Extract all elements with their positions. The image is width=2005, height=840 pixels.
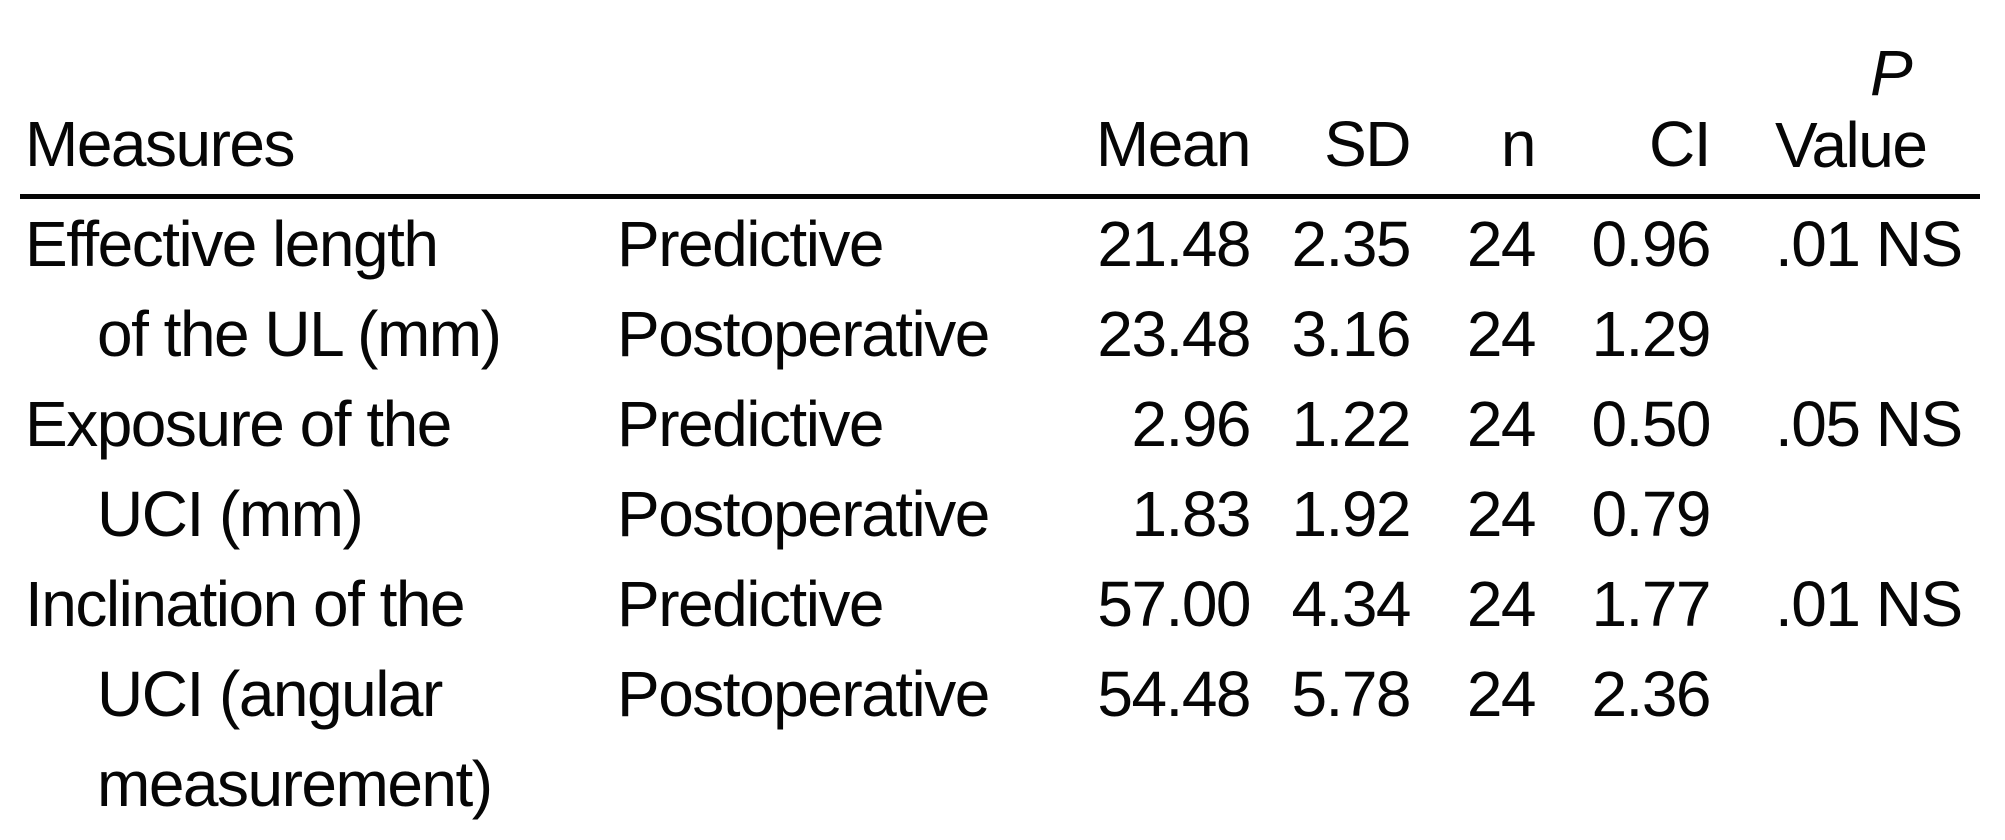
- p-value-cell: .05 NS: [1775, 388, 1963, 460]
- table-row: Effective length Predictive 21.48 2.35 2…: [20, 197, 1980, 290]
- phase-cell: Predictive: [617, 208, 885, 280]
- measure-cell: Inclination of the: [25, 568, 466, 640]
- n-cell: 24: [1466, 388, 1537, 460]
- ci-cell: 1.77: [1591, 568, 1711, 640]
- ci-cell: 1.29: [1591, 298, 1711, 370]
- phase-cell: Postoperative: [617, 478, 990, 550]
- phase-cell: Postoperative: [617, 298, 990, 370]
- measure-cell: UCI (mm): [97, 478, 364, 550]
- n-cell: [1410, 739, 1535, 829]
- measure-cell: Exposure of the: [25, 388, 452, 460]
- p-value-cell: [1710, 739, 1980, 829]
- statistics-table: Measures Mean SD n CI P Value Effective …: [20, 6, 1980, 829]
- measure-cell: of the UL (mm): [97, 298, 502, 370]
- mean-cell: 21.48: [1097, 208, 1251, 280]
- n-cell: 24: [1466, 208, 1537, 280]
- table-row: Inclination of the Predictive 57.00 4.34…: [20, 559, 1980, 649]
- n-header: n: [1410, 6, 1537, 199]
- phase-cell: [605, 739, 1055, 829]
- ci-cell: 2.36: [1591, 658, 1711, 730]
- table-row: Exposure of the Predictive 2.96 1.22 24 …: [20, 379, 1980, 469]
- mean-cell: 23.48: [1097, 298, 1251, 370]
- ci-cell: 0.50: [1591, 388, 1711, 460]
- sd-cell: 1.92: [1291, 478, 1411, 550]
- mean-cell: 57.00: [1097, 568, 1251, 640]
- mean-header: Mean: [1055, 6, 1252, 199]
- phase-cell: Predictive: [617, 388, 885, 460]
- measures-header: Measures: [20, 6, 605, 199]
- header-row: Measures Mean SD n CI P Value: [20, 6, 1980, 199]
- table-row: UCI (mm) Postoperative 1.83 1.92 24 0.79: [20, 469, 1980, 559]
- p-value-header-line2: Value: [1775, 109, 1928, 181]
- p-value-cell: .01 NS: [1775, 568, 1963, 640]
- sd-cell: 1.22: [1291, 388, 1411, 460]
- p-value-cell: [1710, 289, 1980, 379]
- n-cell: 24: [1466, 568, 1537, 640]
- table-body: Effective length Predictive 21.48 2.35 2…: [20, 197, 1980, 830]
- p-value-header-line1: P: [1870, 37, 1913, 109]
- ci-header: CI: [1535, 6, 1712, 199]
- ci-cell: 0.79: [1591, 478, 1711, 550]
- phase-cell: Predictive: [617, 568, 885, 640]
- p-value-header: P Value: [1710, 6, 1980, 199]
- sd-cell: 3.16: [1291, 298, 1411, 370]
- phase-cell: Postoperative: [617, 658, 990, 730]
- n-cell: 24: [1466, 658, 1537, 730]
- sd-cell: 2.35: [1291, 208, 1411, 280]
- sd-cell: [1250, 739, 1410, 829]
- sd-header: SD: [1250, 6, 1412, 199]
- table-row: measurement): [20, 739, 1980, 829]
- phase-header-empty: [605, 6, 1055, 199]
- mean-cell: 2.96: [1131, 388, 1251, 460]
- p-value-cell: [1710, 469, 1980, 559]
- mean-cell: [1055, 739, 1250, 829]
- table-row: UCI (angular Postoperative 54.48 5.78 24…: [20, 649, 1980, 739]
- n-cell: 24: [1466, 298, 1537, 370]
- p-value-cell: [1710, 649, 1980, 739]
- ci-cell: [1535, 739, 1710, 829]
- sd-cell: 5.78: [1291, 658, 1411, 730]
- table-row: of the UL (mm) Postoperative 23.48 3.16 …: [20, 289, 1980, 379]
- sd-cell: 4.34: [1291, 568, 1411, 640]
- ci-cell: 0.96: [1591, 208, 1711, 280]
- measure-cell: Effective length: [25, 208, 439, 280]
- n-cell: 24: [1466, 478, 1537, 550]
- mean-cell: 1.83: [1131, 478, 1251, 550]
- mean-cell: 54.48: [1097, 658, 1251, 730]
- measure-cell: UCI (angular: [97, 658, 443, 730]
- table-header: Measures Mean SD n CI P Value: [20, 6, 1980, 199]
- measure-cell: measurement): [97, 748, 493, 820]
- p-value-cell: .01 NS: [1775, 208, 1963, 280]
